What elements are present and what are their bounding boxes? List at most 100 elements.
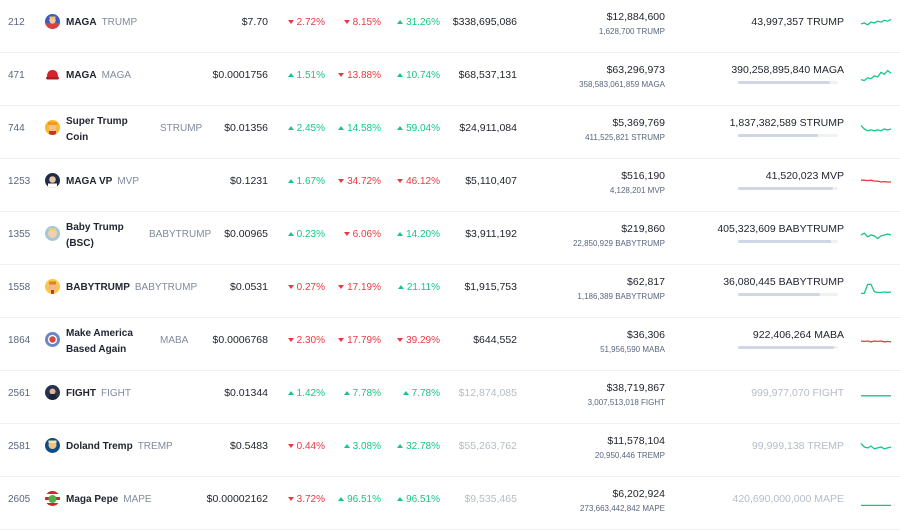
coin-name-link[interactable]: Make America Based Again	[66, 328, 133, 355]
coin-name-link[interactable]: MAGA MAGA	[66, 69, 131, 82]
coin-symbol: BABYTRUMP	[134, 282, 198, 293]
price-value: $0.0006768	[212, 334, 268, 346]
table-row[interactable]: 1558 BABYTRUMP BABYTRUMP $0.0531 0.27% 17.19%…	[0, 265, 900, 318]
coin-name-link[interactable]: MAGA TRUMP	[66, 16, 137, 29]
change-24h: 14.58%	[338, 122, 381, 135]
caret-up-icon	[287, 179, 294, 183]
supply-progress-bar	[738, 134, 838, 137]
circulating-supply-value: 390,258,895,840 MAGA	[731, 64, 844, 76]
maga-pepe-icon	[45, 491, 60, 506]
caret-up-icon	[338, 126, 345, 130]
caret-down-icon	[343, 20, 350, 24]
supply-progress-fill	[738, 187, 833, 190]
coin-name-link[interactable]: BABYTRUMP BABYTRUMP	[66, 281, 197, 294]
caret-up-icon	[397, 20, 404, 24]
sparkline-path	[860, 124, 892, 132]
supply-progress-bar	[738, 81, 838, 84]
change-1h-value: 0.23%	[296, 229, 325, 240]
caret-up-icon	[343, 444, 350, 448]
supply-progress-bar	[738, 346, 838, 349]
change-1h-value: 0.27%	[296, 282, 325, 293]
supply-progress-bar	[738, 240, 838, 243]
sparkline-path	[860, 442, 892, 450]
price-value: $0.0531	[230, 281, 268, 293]
caret-down-icon	[287, 497, 294, 501]
volume-tokens: 1,186,389 BABYTRUMP	[577, 292, 665, 301]
trump-flag-icon	[45, 14, 60, 29]
caret-up-icon	[397, 126, 404, 130]
price-value: $0.1231	[230, 175, 268, 187]
market-cap-value: $24,911,084	[459, 122, 517, 134]
volume-value: $6,202,924	[612, 488, 665, 500]
coin-symbol: FIGHT	[101, 388, 131, 399]
change-1h: 0.44%	[287, 440, 325, 453]
price-value: $0.0001756	[212, 69, 268, 81]
change-7d: 7.78%	[402, 387, 440, 400]
change-7d-value: 31.26%	[406, 17, 440, 28]
change-1h: 0.27%	[287, 281, 325, 294]
caret-up-icon	[397, 73, 404, 77]
table-row[interactable]: 1253 MAGA VP MVP $0.1231 1.67% 34.72% 46.12% $5…	[0, 159, 900, 212]
volume-tokens: 358,583,061,859 MAGA	[579, 80, 665, 89]
caret-down-icon	[343, 232, 350, 236]
change-7d-value: 7.78%	[411, 388, 440, 399]
table-row[interactable]: 2605 Maga Pepe MAPE $0.00002162 3.72% 96.51% 9…	[0, 477, 900, 530]
change-24h-value: 17.79%	[347, 335, 381, 346]
change-7d: 59.04%	[397, 122, 440, 135]
change-24h-value: 17.19%	[347, 282, 381, 293]
market-cap-value: $68,537,131	[458, 69, 517, 81]
table-row[interactable]: 1864 Make America Based Again MABA $0.00067…	[0, 318, 900, 371]
change-24h: 96.51%	[338, 493, 381, 506]
rank-value: 1253	[8, 176, 31, 187]
change-1h-value: 2.45%	[296, 123, 325, 134]
caret-up-icon	[397, 497, 404, 501]
change-7d: 96.51%	[397, 493, 440, 506]
caret-up-icon	[287, 232, 294, 236]
volume-tokens: 3,007,513,018 FIGHT	[587, 398, 665, 407]
change-24h: 3.08%	[343, 440, 381, 453]
caret-down-icon	[287, 338, 294, 342]
table-row[interactable]: 2581 Doland Tremp TREMP $0.5483 0.44% 3.08% 32…	[0, 424, 900, 477]
change-7d-value: 21.11%	[406, 282, 440, 293]
coin-name-link[interactable]: MAGA VP MVP	[66, 175, 139, 188]
rank-value: 212	[8, 17, 25, 28]
volume-value: $219,860	[621, 223, 665, 235]
table-row[interactable]: 212 MAGA TRUMP $7.70 2.72% 8.15% 31.26% $338,69…	[0, 0, 900, 53]
table-row[interactable]: 1355 Baby Trump (BSC) BABYTRUMP $0.00965 0.2…	[0, 212, 900, 265]
volume-tokens: 51,956,590 MABA	[600, 345, 665, 354]
coin-name-link[interactable]: Doland Tremp TREMP	[66, 440, 173, 453]
sparkline-7d	[860, 124, 892, 132]
change-24h-value: 3.08%	[352, 441, 381, 452]
change-1h: 1.42%	[287, 387, 325, 400]
table-row[interactable]: 744 Super Trump Coin STRUMP $0.01356 2.45% 14…	[0, 106, 900, 159]
change-7d: 31.26%	[397, 16, 440, 29]
coin-symbol: MABA	[160, 335, 189, 346]
coin-name-link[interactable]: Super Trump Coin	[66, 116, 128, 143]
change-7d-value: 59.04%	[406, 123, 440, 134]
red-hat-icon	[45, 67, 60, 82]
change-1h: 2.72%	[287, 16, 325, 29]
coin-symbol: BABYTRUMP	[149, 229, 212, 240]
circulating-supply-value: 99,999,138 TREMP	[751, 440, 844, 452]
change-24h: 8.15%	[343, 16, 381, 29]
market-cap-value: $644,552	[473, 334, 517, 346]
table-row[interactable]: 471 MAGA MAGA $0.0001756 1.51% 13.88% 10.74% $6…	[0, 53, 900, 106]
coin-name-link[interactable]: Baby Trump (BSC)	[66, 222, 124, 249]
volume-value: $5,369,769	[612, 117, 665, 129]
circulating-supply-value: 36,080,445 BABYTRUMP	[723, 276, 844, 288]
change-1h-value: 3.72%	[296, 494, 325, 505]
coin-name-link[interactable]: FIGHT FIGHT	[66, 387, 131, 400]
price-value: $0.00002162	[206, 493, 268, 505]
caret-up-icon	[402, 391, 409, 395]
change-1h-value: 1.42%	[296, 388, 325, 399]
volume-value: $516,190	[621, 170, 665, 182]
change-24h: 34.72%	[338, 175, 381, 188]
supply-progress-fill	[738, 346, 834, 349]
change-24h-value: 7.78%	[352, 388, 381, 399]
coin-symbol: TREMP	[137, 441, 173, 452]
coin-name-link[interactable]: Maga Pepe MAPE	[66, 493, 152, 506]
table-row[interactable]: 2561 FIGHT FIGHT $0.01344 1.42% 7.78% 7.78% $12…	[0, 371, 900, 424]
market-cap-value: $9,535,465	[464, 493, 517, 505]
change-7d: 32.78%	[397, 440, 440, 453]
